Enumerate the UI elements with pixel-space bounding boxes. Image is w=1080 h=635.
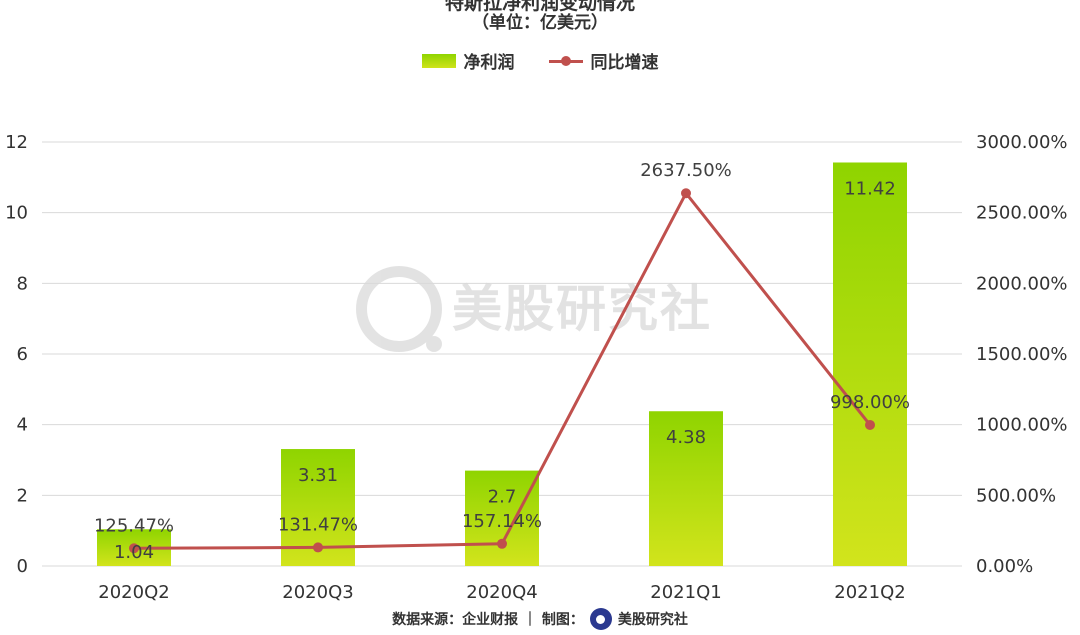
bar-data-label: 4.38 [666,427,706,448]
right-axis-tick-label: 1000.00% [976,415,1068,436]
line-data-label: 157.14% [462,511,542,532]
watermark-logo-icon [352,262,442,352]
left-axis-tick-label: 6 [17,344,28,365]
line-point [865,419,875,430]
x-axis-tick-label: 2021Q1 [650,582,721,603]
legend-bar-label: 净利润 [463,53,515,73]
left-axis-tick-label: 4 [17,415,28,436]
line-data-label: 125.47% [94,515,174,536]
right-axis-tick-label: 500.00% [976,485,1056,506]
line-data-label: 998.00% [830,392,910,413]
bar-data-label: 11.42 [844,178,896,199]
footer: 数据来源：企业财报 ｜ 制图： 美股研究社 [0,608,1080,630]
x-axis-tick-label: 2020Q2 [98,582,169,603]
line-point [497,538,507,549]
legend-line-label: 同比增速 [590,53,659,73]
watermark: 美股研究社 [352,262,712,352]
line-data-label: 2637.50% [640,160,732,181]
right-axis-tick-label: 2500.00% [976,203,1068,224]
left-axis-tick-label: 8 [17,273,28,294]
line-point [313,542,323,553]
bar-data-label: 2.7 [488,487,517,508]
bar [833,162,907,566]
footer-brand: 美股研究社 [617,612,688,628]
x-axis-tick-label: 2021Q2 [834,582,905,603]
left-axis-tick-label: 12 [5,132,28,153]
x-axis-tick-label: 2020Q3 [282,582,353,603]
line-point [681,188,691,199]
x-axis-tick-label: 2020Q4 [466,582,537,603]
legend-item-bar: 净利润 [421,48,515,73]
bar-data-label: 3.31 [298,465,338,486]
bar [465,470,539,566]
right-axis-tick-label: 1500.00% [976,344,1068,365]
legend-bar-swatch-icon [421,53,456,68]
watermark-text: 美股研究社 [452,279,712,338]
left-axis-tick-label: 0 [17,556,28,577]
footer-source: 数据来源：企业财报 ｜ 制图： [392,612,584,628]
legend-item-line: 同比增速 [548,48,659,73]
legend: 净利润 同比增速 [0,48,1080,73]
brand-logo-icon [589,608,612,630]
chart-subtitle: （单位：亿美元） [472,13,608,33]
line-point [129,543,139,554]
right-axis-tick-label: 0.00% [976,556,1033,577]
left-axis-tick-label: 10 [5,203,28,224]
chart-title: 特斯拉净利润变动情况 [444,0,635,14]
bar [649,411,723,566]
line-data-label: 131.47% [278,514,358,535]
legend-line-swatch-icon [548,54,583,68]
bar-data-label: 1.04 [114,542,154,563]
right-axis-tick-label: 2000.00% [976,273,1068,294]
left-axis-tick-label: 2 [17,485,28,506]
right-axis-tick-label: 3000.00% [976,132,1068,153]
